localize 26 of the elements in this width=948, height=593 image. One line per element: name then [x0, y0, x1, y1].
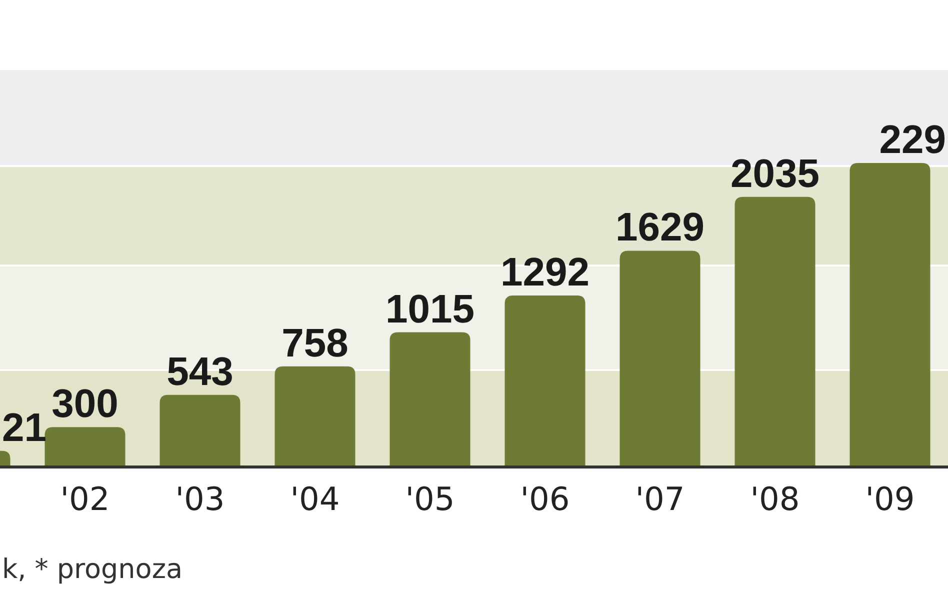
data-label: 2035: [730, 152, 820, 196]
text: 229: [879, 118, 946, 162]
data-label: 300: [52, 382, 118, 426]
x-tick-label: '05: [405, 480, 455, 518]
bar: [274, 366, 356, 467]
bar: [850, 163, 930, 467]
bar: [44, 427, 126, 467]
data-label: 543: [166, 350, 234, 394]
x-tick-label: '09: [865, 480, 915, 518]
bar: [160, 394, 240, 467]
bar: [620, 250, 700, 467]
x-tick-label: '07: [635, 480, 685, 518]
bar: [734, 196, 816, 467]
data-label: 1629: [616, 206, 704, 250]
annotation: 21: [2, 406, 46, 450]
text: k, * prognoza: [2, 554, 183, 585]
x-tick-label: '02: [60, 480, 110, 518]
data-label: 1015: [386, 287, 474, 332]
bar: [390, 332, 470, 467]
x-tick-label: '06: [520, 480, 570, 518]
x-tick-label: '08: [750, 480, 800, 518]
x-tick-label: '04: [290, 480, 340, 518]
bar: [504, 295, 586, 467]
x-tick-label: '03: [175, 480, 225, 518]
data-label: 1292: [500, 250, 590, 294]
data-label: 758: [282, 321, 348, 366]
